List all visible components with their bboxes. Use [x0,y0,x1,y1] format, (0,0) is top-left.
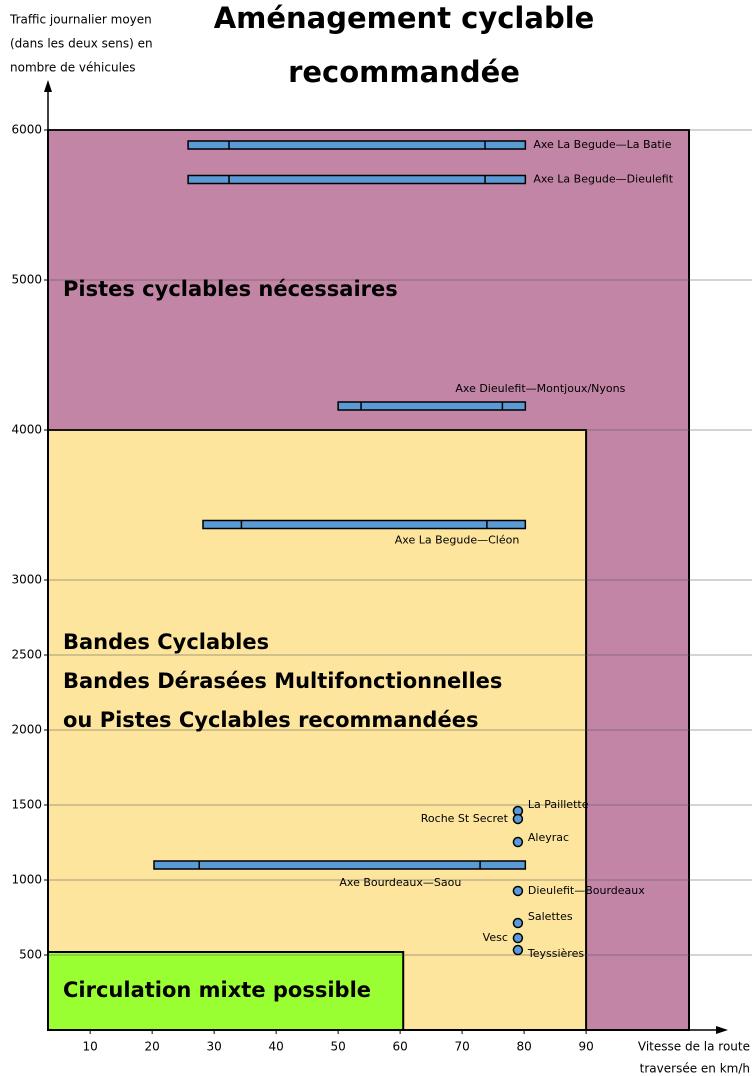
point-label: Salettes [528,910,573,923]
x-tick-label: 20 [145,1040,160,1054]
point-label: Dieulefit—Bourdeaux [528,884,645,897]
chart-title: recommandée [288,55,520,89]
y-tick-label: 3000 [11,573,42,587]
region [47,951,405,1031]
y-tick-label: 500 [19,948,42,962]
x-axis-label: Vitesse de la route [638,1040,750,1054]
range-label: Axe Dieulefit—Montjoux/Nyons [455,382,625,395]
range-label: Axe Bourdeaux—Saou [339,876,461,889]
y-axis-label: Traffic journalier moyen [9,13,152,27]
range-bar [187,140,527,150]
point-label: Aleyrac [528,831,569,844]
region-label: Bandes Cyclables [63,630,269,654]
point [512,917,524,929]
range-bar [187,174,527,185]
y-tick-label: 2000 [11,723,42,737]
x-tick-label: 10 [83,1040,98,1054]
range-bar [337,401,527,411]
point-label: Roche St Secret [421,812,509,825]
region-label: Circulation mixte possible [63,978,371,1002]
point [512,944,524,956]
x-arrow [716,1026,728,1034]
y-axis-label: nombre de véhicules [10,61,136,75]
x-tick-label: 50 [330,1040,345,1054]
point-label: Vesc [483,931,508,944]
y-tick-label: 4000 [11,423,42,437]
x-tick-label: 90 [578,1040,593,1054]
x-tick-label: 60 [392,1040,407,1054]
y-tick-label: 2500 [11,648,42,662]
point-label: La Paillette [528,798,589,811]
x-tick-label: 80 [516,1040,531,1054]
point [512,885,524,897]
y-axis-label: (dans les deux sens) en [10,37,153,51]
point-label: Teyssières [527,947,584,960]
region-label: Bandes Dérasées Multifonctionnelles [63,669,502,693]
region-label: Pistes cyclables nécessaires [63,277,398,301]
range-label: Axe La Begude—Cléon [395,534,520,547]
y-tick-label: 1500 [11,798,42,812]
point [512,836,524,848]
x-tick-label: 70 [454,1040,469,1054]
range-label: Axe La Begude—Dieulefit [533,173,673,186]
x-axis-label: traversée en km/h [640,1062,750,1076]
y-tick-label: 5000 [11,273,42,287]
point [512,813,524,825]
chart-title: Aménagement cyclable [214,1,595,35]
y-arrow [44,80,52,92]
point [512,932,524,944]
range-bar [202,519,527,530]
range-bar [153,860,527,870]
x-tick-label: 40 [268,1040,283,1054]
range-label: Axe La Begude—La Batie [533,138,671,151]
region-label: ou Pistes Cyclables recommandées [63,708,478,732]
y-tick-label: 1000 [11,873,42,887]
x-tick-label: 30 [206,1040,221,1054]
y-tick-label: 6000 [11,123,42,137]
